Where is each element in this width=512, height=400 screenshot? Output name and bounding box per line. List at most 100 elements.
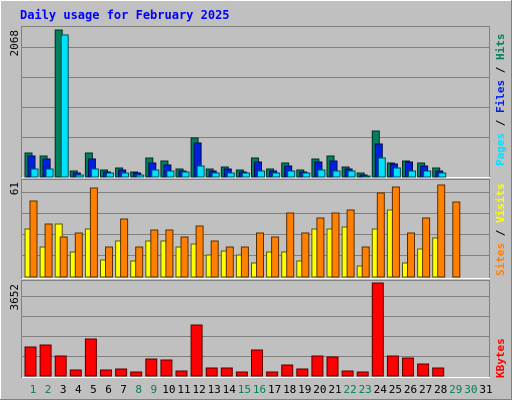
bar-kbytes-day-2 bbox=[39, 344, 52, 377]
x-label-day-23: 23 bbox=[359, 383, 372, 396]
bar-sites-day-27 bbox=[422, 217, 431, 278]
x-label-day-4: 4 bbox=[75, 383, 82, 396]
x-label-day-7: 7 bbox=[120, 383, 127, 396]
bar-kbytes-day-18 bbox=[281, 364, 294, 377]
bar-pages-day-12 bbox=[196, 165, 205, 178]
bar-kbytes-day-16 bbox=[251, 349, 263, 377]
legend-sites: Sites bbox=[494, 243, 507, 276]
bar-sites-day-6 bbox=[105, 246, 113, 278]
ymax-label-visits: 61 bbox=[8, 182, 21, 195]
x-label-day-9: 9 bbox=[150, 383, 157, 396]
x-label-day-26: 26 bbox=[404, 383, 417, 396]
bar-kbytes-day-9 bbox=[145, 358, 158, 377]
bar-pages-day-20 bbox=[317, 169, 326, 178]
bar-sites-day-23 bbox=[361, 246, 370, 278]
bar-kbytes-day-13 bbox=[205, 367, 218, 377]
bar-sites-day-25 bbox=[391, 186, 400, 278]
bar-kbytes-day-6 bbox=[100, 369, 112, 377]
bar-pages-day-26 bbox=[408, 170, 416, 178]
bar-pages-day-19 bbox=[302, 172, 311, 178]
bar-pages-day-2 bbox=[45, 168, 54, 178]
bar-sites-day-5 bbox=[89, 187, 98, 278]
bar-sites-day-28 bbox=[437, 184, 446, 278]
bar-pages-day-18 bbox=[287, 170, 296, 178]
bar-sites-day-11 bbox=[180, 236, 189, 278]
bar-pages-day-4 bbox=[75, 174, 84, 178]
bar-sites-day-12 bbox=[195, 225, 204, 278]
x-label-day-25: 25 bbox=[389, 383, 402, 396]
bar-kbytes-day-17 bbox=[266, 371, 279, 377]
bar-kbytes-day-1 bbox=[24, 346, 37, 377]
legend-visits: Visits bbox=[494, 183, 507, 223]
bar-sites-day-13 bbox=[210, 240, 219, 278]
bar-kbytes-day-10 bbox=[160, 359, 173, 377]
bar-kbytes-day-4 bbox=[69, 369, 82, 377]
bar-sites-day-3 bbox=[59, 236, 68, 278]
legend-sep-1: / bbox=[494, 113, 507, 133]
bar-pages-day-7 bbox=[121, 172, 130, 178]
x-label-day-18: 18 bbox=[283, 383, 296, 396]
bar-kbytes-day-8 bbox=[130, 371, 143, 377]
x-label-day-5: 5 bbox=[90, 383, 97, 396]
bar-sites-day-1 bbox=[29, 200, 38, 278]
bar-pages-day-5 bbox=[90, 168, 99, 178]
bar-pages-day-8 bbox=[136, 174, 145, 178]
legend-hits-files-pages: Pages / Files / Hits bbox=[494, 34, 507, 167]
bar-kbytes-day-5 bbox=[84, 338, 97, 377]
bar-sites-day-9 bbox=[150, 229, 159, 278]
x-label-day-24: 24 bbox=[374, 383, 388, 396]
bar-kbytes-day-22 bbox=[341, 370, 354, 377]
bar-kbytes-day-15 bbox=[235, 371, 248, 377]
legend-files: Files bbox=[494, 80, 507, 113]
x-label-day-16: 16 bbox=[253, 383, 266, 396]
bar-kbytes-day-28 bbox=[432, 367, 445, 377]
bar-kbytes-day-21 bbox=[326, 356, 339, 377]
bar-sites-day-10 bbox=[165, 229, 174, 278]
bar-kbytes-day-11 bbox=[175, 370, 188, 377]
bar-sites-day-18 bbox=[286, 212, 295, 278]
ymax-label-hits: 2068 bbox=[8, 30, 21, 57]
x-label-day-17: 17 bbox=[268, 383, 281, 396]
bar-pages-day-17 bbox=[272, 172, 281, 178]
bar-sites-day-29 bbox=[452, 201, 461, 278]
bar-sites-day-8 bbox=[135, 246, 144, 278]
x-label-day-28: 28 bbox=[434, 383, 447, 396]
x-label-day-27: 27 bbox=[419, 383, 432, 396]
legend-kbytes: KBytes bbox=[494, 338, 507, 378]
x-label-day-12: 12 bbox=[192, 383, 205, 396]
bar-kbytes-day-20 bbox=[311, 355, 324, 377]
bar-pages-day-27 bbox=[423, 170, 432, 178]
bar-pages-day-3 bbox=[60, 34, 69, 178]
bar-kbytes-day-25 bbox=[386, 355, 399, 377]
bar-sites-day-26 bbox=[407, 232, 415, 278]
bar-kbytes-day-3 bbox=[54, 355, 67, 377]
x-label-day-21: 21 bbox=[328, 383, 341, 396]
x-label-day-15: 15 bbox=[238, 383, 251, 396]
ymax-label-kbytes: 3652 bbox=[8, 284, 21, 311]
x-label-day-2: 2 bbox=[45, 383, 52, 396]
bar-pages-day-21 bbox=[332, 170, 341, 178]
bar-pages-day-6 bbox=[106, 172, 114, 178]
bar-sites-day-17 bbox=[271, 236, 280, 278]
bar-kbytes-day-12 bbox=[190, 324, 203, 377]
x-label-day-30: 30 bbox=[464, 383, 477, 396]
bar-kbytes-day-24 bbox=[371, 282, 384, 377]
bar-pages-day-28 bbox=[438, 172, 447, 178]
bar-sites-day-21 bbox=[331, 212, 340, 278]
bar-kbytes-day-27 bbox=[417, 363, 430, 377]
bar-pages-day-24 bbox=[377, 157, 386, 178]
x-label-day-11: 11 bbox=[177, 383, 190, 396]
bar-sites-day-19 bbox=[301, 232, 310, 278]
x-label-day-6: 6 bbox=[105, 383, 112, 396]
x-label-day-8: 8 bbox=[135, 383, 142, 396]
bar-sites-day-22 bbox=[346, 209, 355, 278]
x-label-day-3: 3 bbox=[60, 383, 67, 396]
legend-pages: Pages bbox=[494, 133, 507, 166]
bar-pages-day-25 bbox=[392, 167, 401, 178]
bar-sites-day-20 bbox=[316, 217, 325, 278]
x-label-day-31: 31 bbox=[479, 383, 492, 396]
bar-sites-day-2 bbox=[44, 223, 53, 278]
grid-lines bbox=[22, 47, 489, 357]
